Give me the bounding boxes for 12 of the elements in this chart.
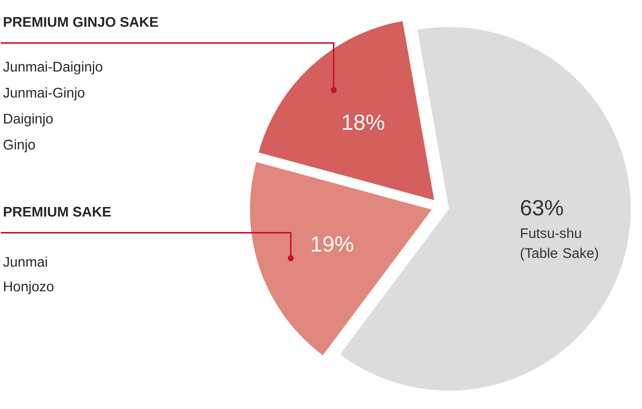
text: Honjozo: [4, 281, 54, 294]
text: Junmai-Ginjo: [3, 88, 84, 101]
slice-label: PREMIUM SAKE: [4, 207, 111, 217]
data-label: 19%: [312, 236, 354, 252]
slice-label: PREMIUM GINJO SAKE: [4, 17, 158, 28]
text: Junmai: [3, 256, 47, 268]
data-label: 63%: [521, 200, 563, 216]
text: Daiginjo: [4, 114, 53, 127]
text: Junmai-Daiginjo: [3, 62, 102, 75]
slice-label: Futsu-shu (Table Sake): [520, 228, 598, 262]
text: Ginjo: [4, 140, 35, 153]
data-label: 18%: [342, 114, 384, 130]
